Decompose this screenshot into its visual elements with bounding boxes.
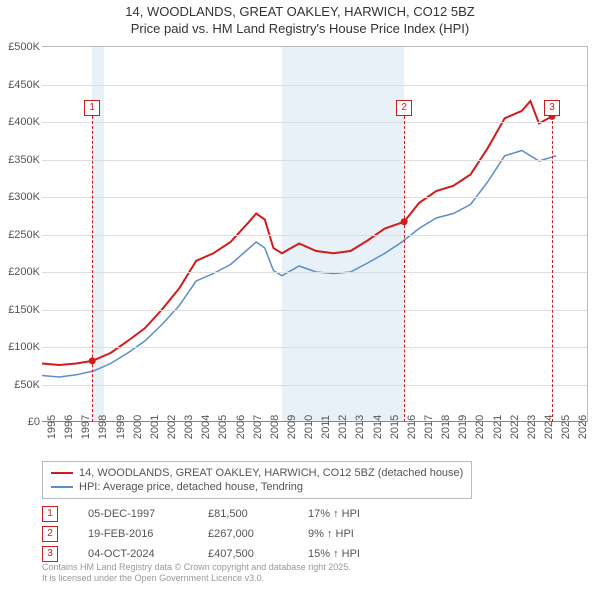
transaction-marker: 3 (42, 546, 58, 562)
legend-swatch (51, 472, 73, 474)
x-tick-label: 1996 (63, 415, 75, 439)
title-line1: 14, WOODLANDS, GREAT OAKLEY, HARWICH, CO… (0, 4, 600, 21)
x-tick-label: 2026 (577, 415, 589, 439)
gridline-h (42, 385, 587, 386)
legend-item: 14, WOODLANDS, GREAT OAKLEY, HARWICH, CO… (51, 466, 463, 480)
y-tick-label: £400K (0, 116, 40, 128)
series-line (42, 101, 556, 365)
y-tick-label: £150K (0, 304, 40, 316)
x-tick-label: 2019 (457, 415, 469, 439)
gridline-h (42, 310, 587, 311)
transaction-row: 3 04-OCT-2024 £407,500 15% ↑ HPI (42, 544, 388, 564)
x-tick-label: 1997 (80, 415, 92, 439)
gridline-h (42, 122, 587, 123)
y-tick-label: £200K (0, 266, 40, 278)
x-tick-label: 2025 (560, 415, 572, 439)
transaction-row: 1 05-DEC-1997 £81,500 17% ↑ HPI (42, 504, 388, 524)
x-tick-label: 2014 (372, 415, 384, 439)
y-tick-label: £50K (0, 379, 40, 391)
gridline-h (42, 85, 587, 86)
x-tick-label: 2008 (269, 415, 281, 439)
x-tick-label: 2013 (354, 415, 366, 439)
y-tick-label: £250K (0, 229, 40, 241)
x-tick-label: 2015 (389, 415, 401, 439)
y-tick-label: £500K (0, 41, 40, 53)
x-tick-label: 2024 (543, 415, 555, 439)
x-tick-label: 2001 (149, 415, 161, 439)
transaction-price: £407,500 (208, 548, 278, 560)
legend: 14, WOODLANDS, GREAT OAKLEY, HARWICH, CO… (42, 461, 472, 499)
marker-box: 3 (544, 100, 560, 116)
footer-attribution: Contains HM Land Registry data © Crown c… (42, 562, 351, 584)
x-tick-label: 2021 (492, 415, 504, 439)
footer-line1: Contains HM Land Registry data © Crown c… (42, 562, 351, 573)
y-tick-label: £0 (0, 416, 40, 428)
x-tick-label: 2022 (509, 415, 521, 439)
footer-line2: It is licensed under the Open Government… (42, 573, 351, 584)
gridline-h (42, 272, 587, 273)
x-tick-label: 2016 (406, 415, 418, 439)
legend-item: HPI: Average price, detached house, Tend… (51, 480, 463, 494)
chart-plot-area: £0£50K£100K£150K£200K£250K£300K£350K£400… (42, 46, 588, 422)
transaction-date: 19-FEB-2016 (88, 528, 178, 540)
transaction-marker: 2 (42, 526, 58, 542)
x-tick-label: 2005 (217, 415, 229, 439)
transaction-price: £81,500 (208, 508, 278, 520)
transaction-marker: 1 (42, 506, 58, 522)
x-tick-label: 2017 (423, 415, 435, 439)
marker-dashed-line (404, 116, 405, 423)
transaction-pct: 17% ↑ HPI (308, 508, 388, 520)
y-tick-label: £300K (0, 191, 40, 203)
x-tick-label: 2000 (132, 415, 144, 439)
legend-swatch (51, 486, 73, 488)
transaction-price: £267,000 (208, 528, 278, 540)
transaction-pct: 9% ↑ HPI (308, 528, 388, 540)
x-tick-label: 2009 (286, 415, 298, 439)
x-tick-label: 2004 (200, 415, 212, 439)
title-line2: Price paid vs. HM Land Registry's House … (0, 21, 600, 38)
marker-box: 2 (396, 100, 412, 116)
y-tick-label: £100K (0, 341, 40, 353)
gridline-h (42, 160, 587, 161)
transactions-table: 1 05-DEC-1997 £81,500 17% ↑ HPI 2 19-FEB-2016… (42, 504, 388, 564)
x-tick-label: 2023 (526, 415, 538, 439)
x-tick-label: 2007 (252, 415, 264, 439)
marker-box: 1 (84, 100, 100, 116)
marker-dashed-line (552, 116, 553, 423)
x-tick-label: 2018 (440, 415, 452, 439)
x-tick-label: 2010 (303, 415, 315, 439)
x-tick-label: 1999 (115, 415, 127, 439)
x-tick-label: 2002 (166, 415, 178, 439)
series-line (42, 151, 556, 378)
x-tick-label: 2012 (337, 415, 349, 439)
transaction-date: 05-DEC-1997 (88, 508, 178, 520)
gridline-h (42, 347, 587, 348)
x-tick-label: 1995 (46, 415, 58, 439)
chart-title: 14, WOODLANDS, GREAT OAKLEY, HARWICH, CO… (0, 0, 600, 38)
legend-label: 14, WOODLANDS, GREAT OAKLEY, HARWICH, CO… (79, 467, 463, 479)
y-tick-label: £350K (0, 154, 40, 166)
x-tick-label: 2006 (235, 415, 247, 439)
marker-dashed-line (92, 116, 93, 423)
transaction-pct: 15% ↑ HPI (308, 548, 388, 560)
y-tick-label: £450K (0, 79, 40, 91)
gridline-h (42, 235, 587, 236)
transaction-date: 04-OCT-2024 (88, 548, 178, 560)
x-tick-label: 2003 (183, 415, 195, 439)
legend-label: HPI: Average price, detached house, Tend… (79, 481, 303, 493)
x-tick-label: 2020 (474, 415, 486, 439)
gridline-h (42, 197, 587, 198)
transaction-row: 2 19-FEB-2016 £267,000 9% ↑ HPI (42, 524, 388, 544)
x-tick-label: 1998 (97, 415, 109, 439)
x-tick-label: 2011 (320, 415, 332, 439)
